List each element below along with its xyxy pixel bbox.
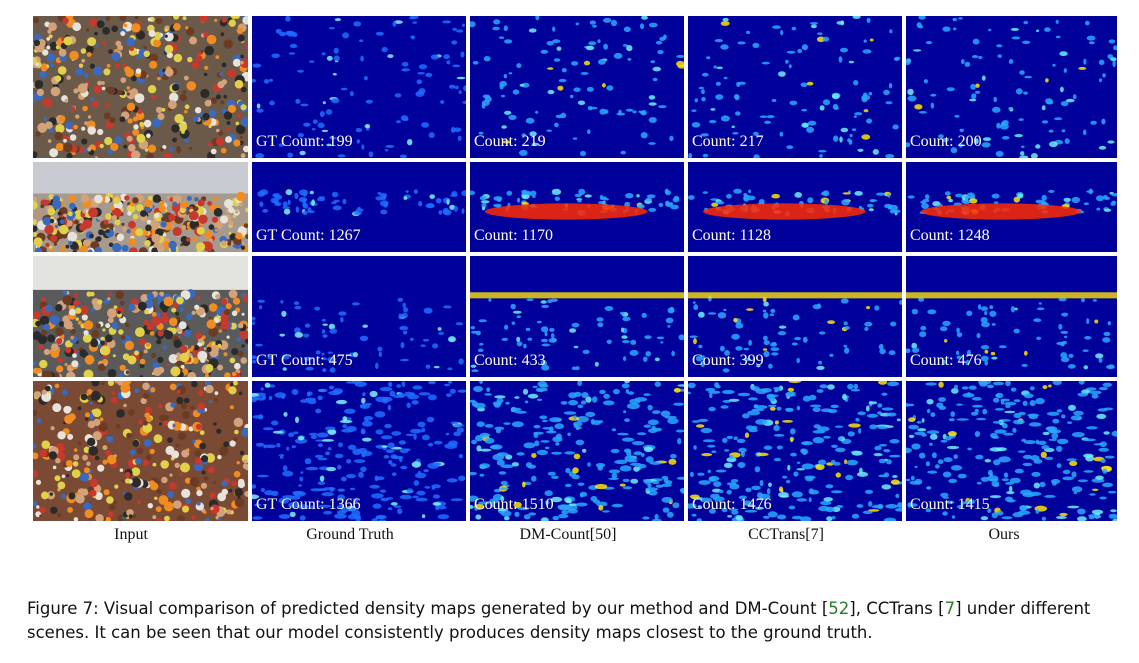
density-map-ours-row-1: Count: 200 [906, 16, 1117, 158]
count-label: Count: 200 [910, 133, 982, 150]
count-label: Count: 1170 [474, 227, 553, 244]
density-map-cctrans-row-2: Count: 1128 [688, 162, 902, 252]
input-image-row-1 [33, 16, 248, 158]
density-map-ours-row-2: Count: 1248 [906, 162, 1117, 252]
input-image-row-2 [33, 162, 248, 252]
density-map-cctrans-row-4: Count: 1476 [688, 381, 902, 521]
density-map-ours-row-4: Count: 1415 [906, 381, 1117, 521]
caption-text-3: ] under different scenes. It can be seen… [27, 599, 1091, 642]
count-label: GT Count: 475 [256, 352, 353, 369]
count-label: GT Count: 1366 [256, 496, 361, 513]
count-label: Count: 476 [910, 352, 982, 369]
input-image-row-3 [33, 256, 248, 377]
figure-grid: GT Count: 199 Count: 219 Count: 217 Count: … [33, 16, 1117, 521]
density-map-ours-row-3: Count: 476 [906, 256, 1117, 377]
density-map-ground-truth-row-4: GT Count: 1366 [252, 381, 466, 521]
caption-text-2: ], CCTrans [ [849, 599, 945, 618]
density-map-cctrans-row-1: Count: 217 [688, 16, 902, 158]
column-label-ground-truth: Ground Truth [306, 526, 394, 543]
caption-ref-52[interactable]: 52 [828, 599, 850, 618]
count-label: Count: 217 [692, 133, 764, 150]
count-label: GT Count: 1267 [256, 227, 361, 244]
caption-ref-7[interactable]: 7 [944, 599, 956, 618]
density-map-dm-count-row-3: Count: 433 [470, 256, 684, 377]
input-image-row-4 [33, 381, 248, 521]
count-label: Count: 1248 [910, 227, 990, 244]
count-label: GT Count: 199 [256, 133, 353, 150]
column-label-ours: Ours [988, 526, 1020, 543]
column-label-dm-count: DM-Count[50] [519, 526, 617, 543]
caption-label: Figure 7: [27, 599, 99, 618]
column-label-input: Input [114, 526, 148, 543]
density-map-ground-truth-row-2: GT Count: 1267 [252, 162, 466, 252]
density-map-cctrans-row-3: Count: 399 [688, 256, 902, 377]
count-label: Count: 399 [692, 352, 764, 369]
count-label: Count: 219 [474, 133, 546, 150]
count-label: Count: 433 [474, 352, 546, 369]
caption-text-1: Visual comparison of predicted density m… [98, 599, 829, 618]
count-label: Count: 1510 [474, 496, 554, 513]
density-map-ground-truth-row-1: GT Count: 199 [252, 16, 466, 158]
density-map-dm-count-row-1: Count: 219 [470, 16, 684, 158]
density-map-ground-truth-row-3: GT Count: 475 [252, 256, 466, 377]
figure-caption: Figure 7: Visual comparison of predicted… [27, 597, 1117, 645]
column-label-cctrans: CCTrans[7] [748, 526, 824, 543]
count-label: Count: 1476 [692, 496, 772, 513]
count-label: Count: 1415 [910, 496, 990, 513]
density-map-dm-count-row-4: Count: 1510 [470, 381, 684, 521]
density-map-dm-count-row-2: Count: 1170 [470, 162, 684, 252]
count-label: Count: 1128 [692, 227, 771, 244]
